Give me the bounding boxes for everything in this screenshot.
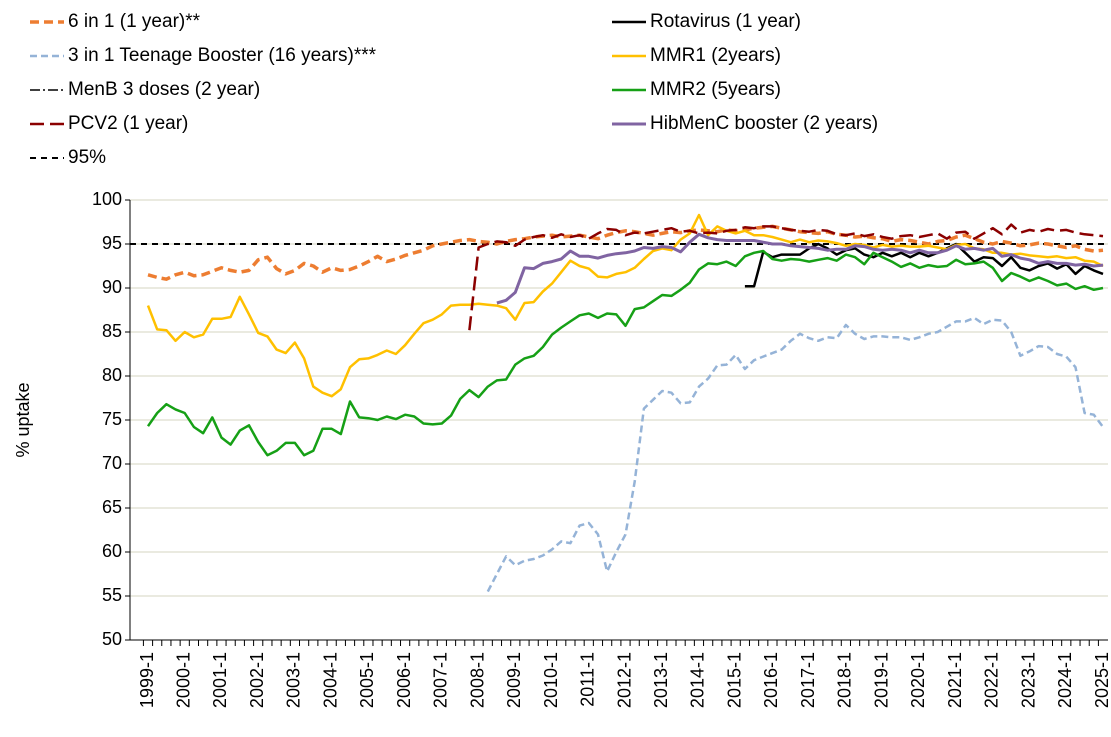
legend-label: 3 in 1 Teenage Booster (16 years)*** xyxy=(68,45,377,66)
series-line xyxy=(496,232,1104,305)
x-tick-label: 2013-1 xyxy=(651,652,671,708)
y-tick-label: 95 xyxy=(102,233,122,253)
legend-label: 6 in 1 (1 year)** xyxy=(68,11,201,32)
x-tick-label: 1999-1 xyxy=(137,652,157,708)
x-tick-label: 2015-1 xyxy=(724,652,744,708)
x-tick-label: 2003-1 xyxy=(284,652,304,708)
x-tick-label: 2006-1 xyxy=(394,652,414,708)
legend-label: 95% xyxy=(68,147,106,168)
x-tick-label: 2022-1 xyxy=(982,652,1002,708)
x-tick-label: 2009-1 xyxy=(504,652,524,708)
x-tick-label: 2020-1 xyxy=(908,652,928,708)
y-tick-label: 70 xyxy=(102,453,122,473)
x-tick-label: 2007-1 xyxy=(431,652,451,708)
legend: 6 in 1 (1 year)** Rotavirus (1 year) 3 in … xyxy=(30,11,878,168)
series-line xyxy=(744,242,1104,288)
y-tick-label: 85 xyxy=(102,321,122,341)
x-tick-label: 2004-1 xyxy=(320,652,340,708)
y-tick-label: 55 xyxy=(102,585,122,605)
legend-label: MMR1 (2years) xyxy=(650,45,781,66)
x-tick-label: 2001-1 xyxy=(210,652,230,708)
y-tick-label: 60 xyxy=(102,541,122,561)
y-tick-label: 90 xyxy=(102,277,122,297)
x-tick-label: 2000-1 xyxy=(173,652,193,708)
y-tick-label: 80 xyxy=(102,365,122,385)
legend-label: MenB 3 doses (2 year) xyxy=(68,79,260,100)
y-tick-label: 50 xyxy=(102,629,122,649)
legend-label: HibMenC booster (2 years) xyxy=(650,113,878,134)
x-tick-label: 2017-1 xyxy=(798,652,818,708)
x-tick-label: 2012-1 xyxy=(614,652,634,708)
y-tick-label: 75 xyxy=(102,409,122,429)
legend-label: Rotavirus (1 year) xyxy=(650,11,801,32)
x-tick-label: 2002-1 xyxy=(247,652,267,708)
series-line xyxy=(146,213,1104,398)
x-tick-label: 2025-1 xyxy=(1092,652,1111,708)
x-tick-label: 2021-1 xyxy=(945,652,965,708)
x-tick-label: 2016-1 xyxy=(761,652,781,708)
y-tick-label: 65 xyxy=(102,497,122,517)
x-tick-label: 2023-1 xyxy=(1018,652,1038,708)
legend-label: PCV2 (1 year) xyxy=(68,113,188,134)
y-tick-label: 100 xyxy=(92,189,122,209)
x-tick-label: 2005-1 xyxy=(357,652,377,708)
x-tick-label: 2010-1 xyxy=(541,652,561,708)
legend-label: MMR2 (5years) xyxy=(650,79,781,100)
x-tick-label: 2018-1 xyxy=(835,652,855,708)
x-tick-label: 2011-1 xyxy=(578,652,598,707)
series-line xyxy=(146,249,1104,457)
x-tick-label: 2024-1 xyxy=(1055,652,1075,708)
series-line xyxy=(147,224,1104,281)
x-tick-label: 2014-1 xyxy=(688,652,708,708)
series-line xyxy=(468,223,1104,331)
x-tick-label: 2008-1 xyxy=(467,652,487,708)
x-tick-label: 2019-1 xyxy=(871,652,891,708)
series-line xyxy=(486,316,1105,593)
y-axis-label: % uptake xyxy=(13,382,33,457)
